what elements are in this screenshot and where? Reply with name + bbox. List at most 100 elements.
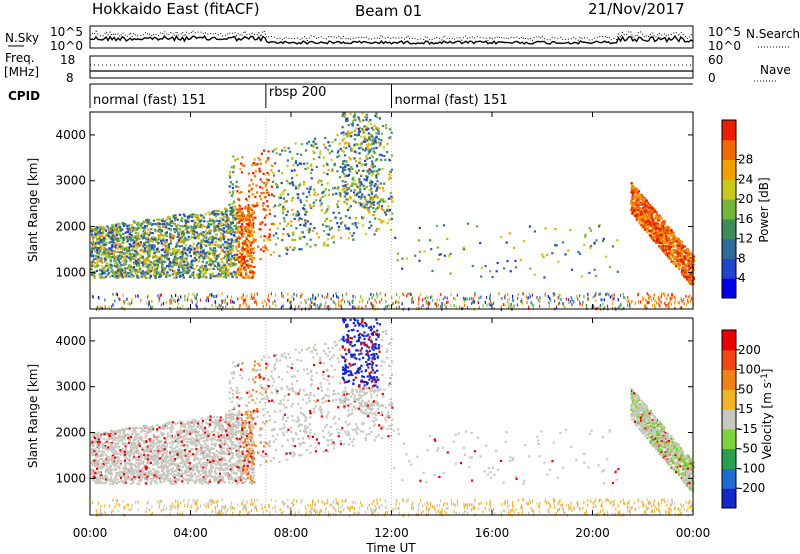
echo-cell — [135, 264, 139, 267]
echo-cell — [152, 260, 156, 263]
echo-cell — [573, 300, 575, 304]
echo-cell — [109, 252, 112, 255]
echo-cell — [245, 252, 248, 255]
echo-cell — [245, 236, 248, 239]
echo-cell — [313, 137, 317, 140]
echo-cell — [313, 193, 316, 196]
echo-cell — [675, 244, 678, 247]
echo-cell — [500, 305, 502, 309]
echo-cell — [218, 238, 221, 241]
echo-cell — [231, 208, 234, 211]
echo-cell — [118, 232, 121, 236]
echo-cell — [640, 218, 643, 221]
echo-cell — [96, 247, 99, 250]
echo-cell — [223, 266, 226, 269]
echo-cell — [183, 224, 187, 227]
echo-cell — [259, 222, 262, 226]
echo-cell — [106, 268, 109, 271]
echo-cell — [262, 172, 265, 175]
echo-cell — [690, 258, 694, 262]
echo-cell — [199, 224, 203, 227]
echo-cell — [203, 268, 207, 271]
echo-cell — [660, 226, 663, 230]
echo-cell — [372, 203, 375, 206]
echo-cell — [213, 225, 216, 228]
echo-cell — [286, 159, 289, 162]
echo-cell — [192, 226, 195, 229]
echo-cell — [602, 237, 605, 240]
echo-cell — [376, 158, 379, 161]
echo-cell — [161, 262, 164, 266]
echo-cell — [123, 248, 126, 251]
echo-cell — [466, 297, 468, 301]
echo-cell — [375, 146, 378, 150]
echo-cell — [223, 220, 226, 223]
echo-cell — [160, 303, 162, 307]
echo-cell — [465, 297, 467, 301]
echo-cell — [352, 299, 354, 303]
echo-cell — [658, 297, 660, 301]
echo-cell — [361, 127, 364, 131]
echo-cell — [244, 217, 247, 221]
echo-cell — [270, 292, 273, 296]
echo-cell — [650, 235, 653, 238]
echo-cell — [676, 257, 679, 260]
echo-cell — [228, 203, 231, 206]
echo-cell — [130, 246, 133, 249]
echo-cell — [157, 241, 160, 245]
echo-cell — [196, 235, 199, 239]
echo-cell — [128, 237, 131, 240]
echo-cell — [134, 262, 138, 265]
echo-cell — [162, 302, 165, 306]
echo-cell — [656, 236, 659, 239]
echo-cell — [123, 300, 125, 304]
echo-cell — [359, 143, 362, 146]
echo-cell — [287, 299, 289, 303]
echo-cell — [238, 216, 241, 219]
colorbar-swatch — [722, 139, 736, 161]
echo-cell — [186, 238, 189, 241]
echo-cell — [282, 233, 285, 236]
echo-cell — [398, 296, 401, 300]
echo-cell — [391, 212, 394, 215]
echo-cell — [513, 246, 516, 249]
echo-cell — [176, 299, 179, 303]
echo-cell — [401, 302, 403, 306]
echo-cell — [213, 256, 216, 259]
echo-cell — [446, 301, 448, 305]
echo-cell — [375, 132, 378, 135]
echo-cell — [153, 251, 156, 255]
echo-cell — [113, 245, 116, 248]
echo-cell — [267, 293, 270, 297]
echo-cell — [254, 300, 256, 304]
echo-cell — [160, 242, 163, 245]
echo-cell — [351, 182, 354, 185]
echo-cell — [326, 148, 330, 151]
echo-cell — [672, 256, 676, 259]
echo-cell — [135, 250, 138, 254]
noise-right-tick-bottom: 10^0 — [708, 39, 741, 53]
echo-cell — [165, 227, 168, 230]
echo-cell — [245, 297, 247, 301]
echo-cell — [681, 251, 684, 255]
echo-cell — [232, 219, 235, 222]
echo-cell — [424, 296, 426, 300]
echo-cell — [152, 248, 155, 251]
echo-cell — [153, 244, 156, 247]
echo-cell — [355, 127, 358, 130]
echo-cell — [331, 141, 334, 144]
echo-cell — [342, 297, 344, 301]
echo-cell — [102, 276, 105, 280]
echo-cell — [174, 228, 177, 231]
echo-cell — [143, 231, 146, 235]
echo-cell — [642, 295, 644, 299]
echo-cell — [631, 194, 634, 197]
echo-cell — [151, 299, 153, 303]
echo-cell — [258, 158, 261, 161]
echo-cell — [246, 213, 249, 216]
echo-cell — [121, 255, 124, 258]
echo-cell — [258, 186, 262, 189]
echo-cell — [203, 225, 206, 228]
cpid-segment-label: rbsp 200 — [269, 85, 327, 100]
echo-cell — [387, 137, 390, 140]
